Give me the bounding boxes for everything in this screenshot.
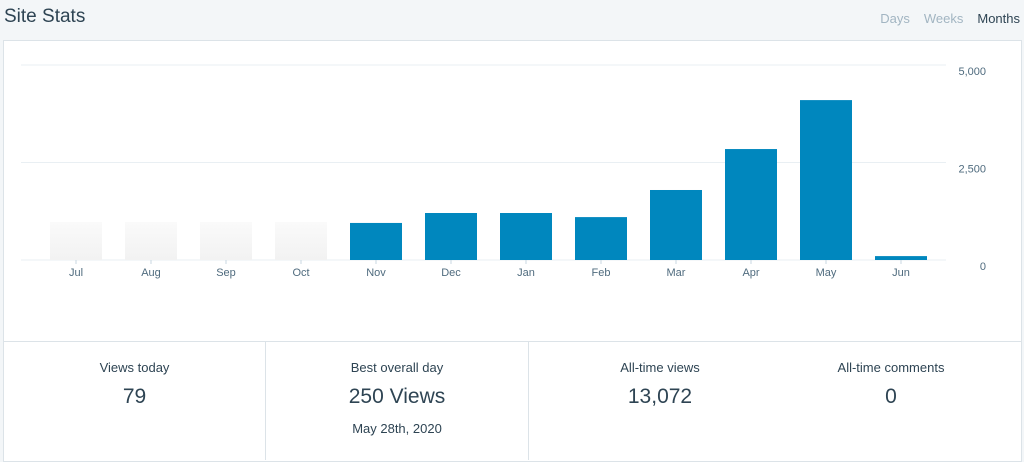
stat-value: 79 bbox=[122, 385, 147, 408]
x-tick-label: Sep bbox=[216, 267, 236, 279]
bar bbox=[425, 213, 477, 260]
bar bbox=[500, 213, 552, 260]
x-tick-label: Jun bbox=[892, 267, 910, 279]
x-tick-label: Jan bbox=[517, 267, 535, 279]
bar bbox=[575, 217, 627, 260]
period-tabs: Days Weeks Months bbox=[880, 11, 1020, 26]
stats-row: Views today 79 Best overall day 250 View… bbox=[4, 341, 1021, 460]
bar bbox=[875, 256, 927, 260]
y-tick-label: 5,000 bbox=[958, 66, 986, 78]
x-tick-label: Oct bbox=[292, 267, 309, 279]
stat-label: All-time comments bbox=[837, 360, 945, 375]
x-tick-label: Aug bbox=[141, 267, 161, 279]
stat-value: 250 Views bbox=[348, 385, 446, 408]
stat: Views today 79 bbox=[4, 342, 266, 460]
x-tick-label: May bbox=[816, 267, 837, 279]
x-tick-label: Mar bbox=[667, 267, 686, 279]
placeholder-bar bbox=[200, 222, 252, 260]
x-tick-label: Apr bbox=[742, 267, 759, 279]
stat-value: 0 bbox=[885, 385, 897, 408]
x-tick-label: Jul bbox=[69, 267, 83, 279]
stat: Best overall day 250 Views May 28th, 202… bbox=[266, 342, 529, 460]
tab[interactable]: Days bbox=[880, 11, 910, 26]
page-title: Site Stats bbox=[4, 6, 86, 27]
placeholder-bar bbox=[125, 222, 177, 260]
placeholder-bar bbox=[275, 222, 327, 260]
stat-label: Best overall day bbox=[350, 360, 444, 375]
bar bbox=[800, 100, 852, 260]
tab[interactable]: Weeks bbox=[923, 11, 964, 26]
stats-card: 0 2,500 5,000 Jul Aug Sep Oct Nov Dec Jan Feb Mar Ap… bbox=[3, 40, 1022, 462]
bar bbox=[350, 222, 402, 260]
stat-label: Views today bbox=[99, 360, 170, 375]
x-tick-label: Dec bbox=[441, 267, 461, 279]
stat-value: 13,072 bbox=[627, 385, 693, 408]
stat-label: All-time views bbox=[620, 360, 700, 375]
stat: All-time views 13,072 bbox=[529, 342, 791, 460]
stat-note: May 28th, 2020 bbox=[352, 421, 442, 436]
x-tick-label: Feb bbox=[592, 267, 611, 279]
bar bbox=[725, 149, 777, 260]
stat: All-time comments 0 bbox=[791, 342, 991, 460]
y-tick-label: 2,500 bbox=[958, 163, 986, 175]
x-tick-label: Nov bbox=[366, 267, 386, 279]
tab[interactable]: Months bbox=[977, 11, 1020, 26]
y-tick-label: 0 bbox=[980, 261, 986, 273]
placeholder-bar bbox=[50, 222, 102, 260]
chart: 0 2,500 5,000 Jul Aug Sep Oct Nov Dec Jan Feb Mar Ap… bbox=[21, 64, 986, 279]
bar bbox=[650, 189, 702, 260]
